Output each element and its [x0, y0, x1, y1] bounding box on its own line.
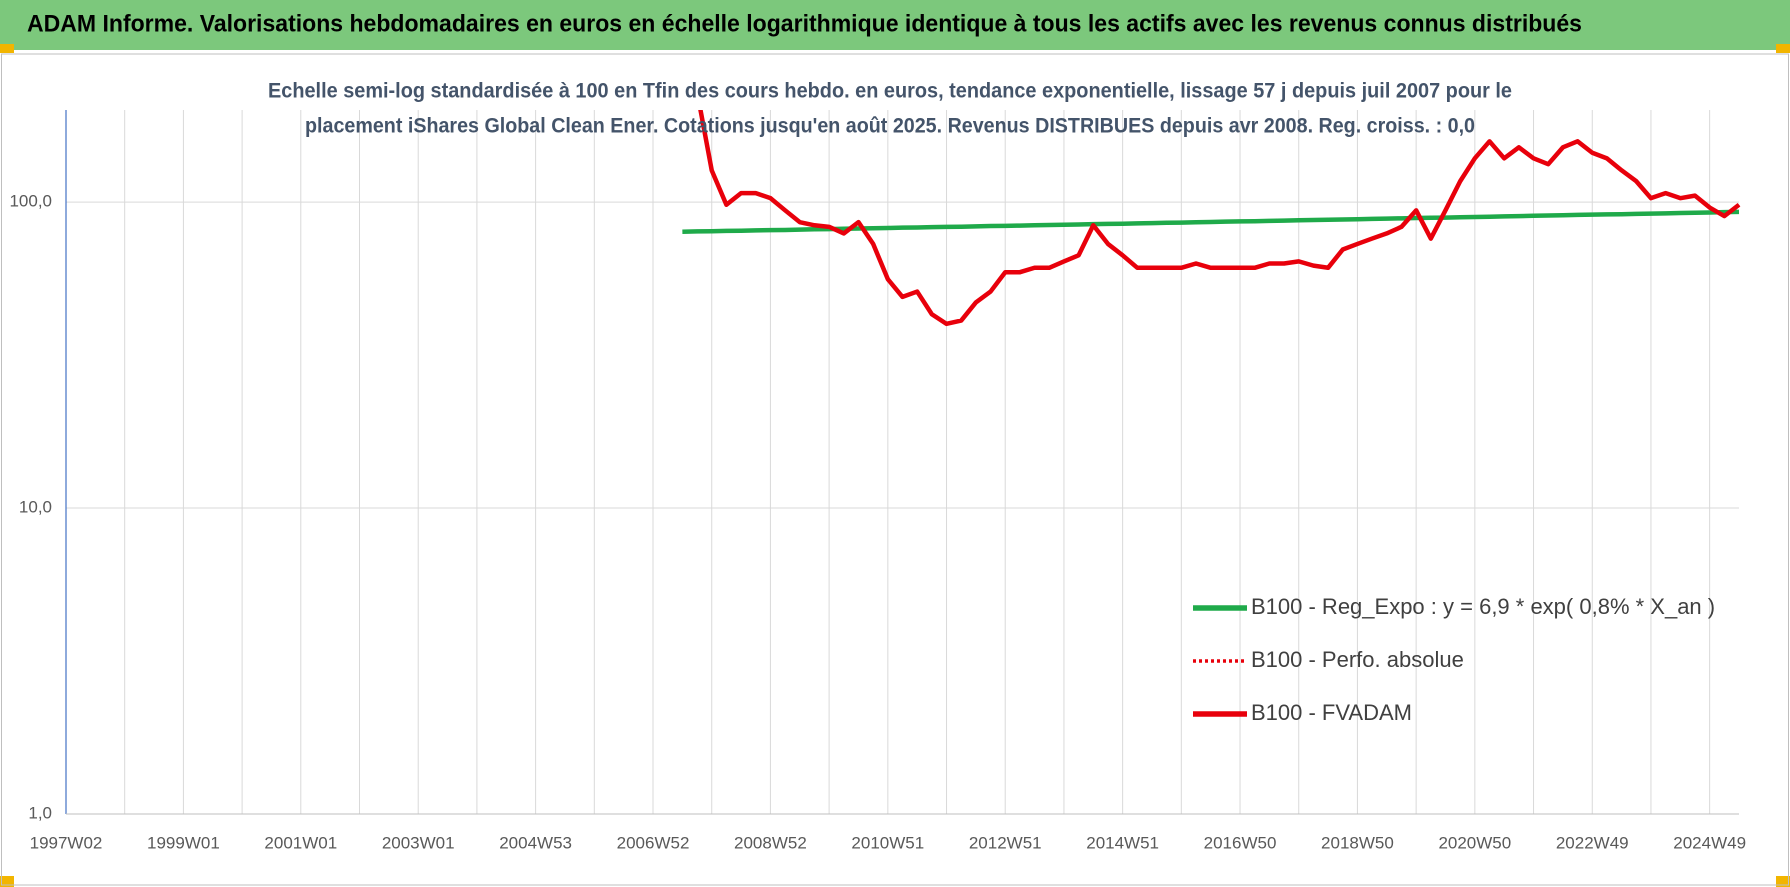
x-tick-label: 2003W01	[382, 833, 455, 852]
chart-title: ADAM Informe. Valorisations hebdomadaire…	[27, 10, 1582, 37]
x-tick-label: 2006W52	[617, 833, 690, 852]
x-tick-label: 2014W51	[1086, 833, 1159, 852]
x-tick-label: 1999W01	[147, 833, 220, 852]
corner-mark	[1776, 876, 1790, 887]
chart-border	[1, 53, 1789, 886]
series-line	[682, 209, 1740, 234]
legend-label: B100 - Perfo. absolue	[1251, 647, 1464, 672]
series-line	[698, 110, 1741, 327]
x-tick-label: 2001W01	[264, 833, 337, 852]
x-tick-label: 1997W02	[30, 833, 103, 852]
x-tick-label: 2004W53	[499, 833, 572, 852]
legend-label: B100 - FVADAM	[1251, 700, 1412, 725]
x-tick-label: 2024W49	[1673, 833, 1746, 852]
plot-area: 1,0 10,0 100,0 1997W02 1999W01 2001W01 2003W01…	[9, 110, 1746, 852]
x-tick-label: 2022W49	[1556, 833, 1629, 852]
x-tick-label: 2016W50	[1204, 833, 1277, 852]
y-tick-label: 10,0	[19, 498, 52, 517]
x-tick-label: 2010W51	[851, 833, 924, 852]
x-tick-label: 2012W51	[969, 833, 1042, 852]
y-tick-label: 1,0	[28, 803, 52, 822]
x-tick-label: 2020W50	[1438, 833, 1511, 852]
x-tick-label: 2008W52	[734, 833, 807, 852]
title-bar	[0, 0, 1790, 50]
chart-subtitle: placement iShares Global Clean Ener. Cot…	[305, 115, 1475, 138]
corner-mark	[1776, 44, 1790, 53]
y-tick-label: 100,0	[9, 192, 52, 211]
corner-mark	[0, 876, 14, 887]
corner-mark	[0, 44, 14, 53]
x-tick-label: 2018W50	[1321, 833, 1394, 852]
legend-label: B100 - Reg_Expo : y = 6,9 * exp( 0,8% * …	[1251, 594, 1715, 619]
chart-subtitle: Echelle semi-log standardisée à 100 en T…	[268, 80, 1512, 103]
